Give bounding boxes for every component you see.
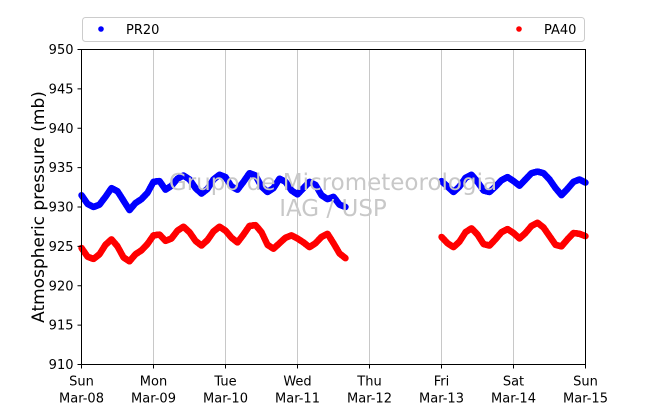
series-pa40 [78,219,589,265]
x-tick-day: Sun [69,375,94,390]
y-tick-label: 915 [49,319,74,334]
y-tick-label: 935 [49,161,74,176]
legend-label-pa40: PA40 [544,23,576,38]
y-tick-label: 940 [49,122,74,137]
grid-lines [153,49,514,365]
y-tick-label: 925 [49,240,74,255]
legend-box [82,17,585,42]
y-tick-label: 910 [49,358,74,373]
data-point [342,203,349,211]
x-tick-date: Mar-08 [59,392,104,407]
axes: Sun Mar-08 Mon Mar-09 Tue Mar-10 Wed Mar-11 Thu M… [49,43,608,407]
x-tick-date: Mar-13 [419,392,464,407]
watermark-line-2: IAG / USP [279,196,387,222]
series-pr20 [78,168,589,214]
legend-label-pr20: PR20 [126,23,159,38]
legend-marker-pr20 [98,26,104,32]
y-axis-label: Atmospheric pressure (mb) [29,91,49,323]
x-tick-day: Fri [434,375,450,390]
x-tick-day: Wed [283,375,311,390]
x-tick-date: Mar-10 [203,392,248,407]
y-tick-label: 920 [49,279,74,294]
x-tick-date: Mar-12 [347,392,392,407]
watermark-line-1: Grupo de Micrometeorologia [169,170,497,196]
x-tick-day: Sun [573,375,598,390]
data-point [342,254,349,262]
x-tick-date: Mar-09 [131,392,176,407]
y-tick-label: 950 [49,43,74,58]
x-tick-date: Mar-15 [563,392,608,407]
x-tick-day: Thu [356,375,381,390]
data-points [78,168,589,265]
x-tick-day: Mon [140,375,167,390]
legend: PR20 PA40 [82,17,585,42]
x-tick-date: Mar-11 [275,392,320,407]
y-tick-label: 945 [49,82,74,97]
watermark: Grupo de Micrometeorologia IAG / USP [169,170,497,222]
x-tick-date: Mar-14 [491,392,536,407]
y-tick-label: 930 [49,201,74,216]
legend-marker-pa40 [516,26,522,32]
x-tick-day: Tue [213,375,236,390]
x-tick-day: Sat [503,375,524,390]
